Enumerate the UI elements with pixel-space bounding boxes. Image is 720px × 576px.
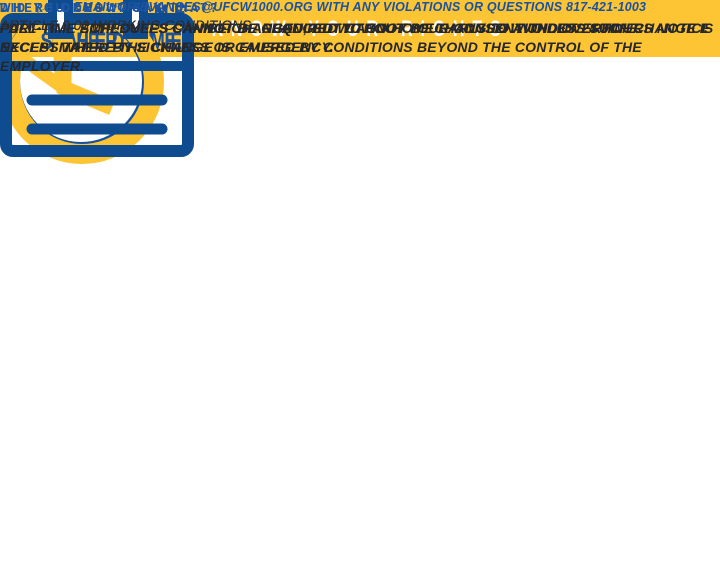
poster-title: KNOW YOUR RIGHTS	[211, 15, 509, 41]
did-you-know-label: DID YOU KNOW?	[0, 0, 130, 15]
where-label: WHERE DOES IT SAY THAT?	[0, 0, 220, 15]
did-you-know-label: DID YOU KNOW?	[0, 0, 130, 15]
fact-text: FULL-TIME SCHEDULES CANNOT BE CHANGED WI…	[0, 20, 714, 55]
where-label: WHERE DOES IT SAY THAT?	[0, 0, 220, 15]
did-you-know-block: DID YOU KNOW? FULL-TIME EMPLOYEES CANNOT…	[0, 0, 640, 38]
citation-block: WHERE DOES IT SAY THAT? ARTICLE 9.03 WOR…	[0, 0, 259, 33]
contact-footer: EMAIL GRIEVANCES@UFCW1000.ORG WITH ANY V…	[73, 0, 647, 14]
did-you-know-label: DID YOU KNOW?	[0, 0, 130, 15]
heading-line: OVERTIME	[51, 28, 189, 55]
where-label: WHERE DOES IT SAY THAT?	[0, 0, 220, 15]
did-you-know-block: DID YOU KNOW? PART-TIME SCHEDULES CAN BE…	[0, 0, 720, 76]
fact-text: FULL-TIME EMPLOYEES CANNOT BE REQUIRED T…	[0, 20, 640, 36]
citation-block: WHERE DOES IT SAY THAT? ARTICLE 9.01 WOR…	[0, 0, 259, 33]
citation-block: WHERE DOES IT SAY THAT? ARTICLE 9.02 WOR…	[0, 0, 259, 33]
citation-text: ARTICLE 9.03 WORKING CONDITIONS	[0, 18, 252, 33]
did-you-know-block: DID YOU KNOW? FULL-TIME SCHEDULES CANNOT…	[0, 0, 720, 57]
citation-text: ARTICLE 9.02 WORKING CONDITIONS	[0, 18, 252, 33]
calendar-icon	[0, 0, 194, 163]
citation-text: ARTICLE 9.01 WORKING CONDITIONS	[0, 18, 252, 33]
fact-text: PART-TIME SCHEDULES CAN BE CHANGED, BUT …	[0, 20, 712, 74]
